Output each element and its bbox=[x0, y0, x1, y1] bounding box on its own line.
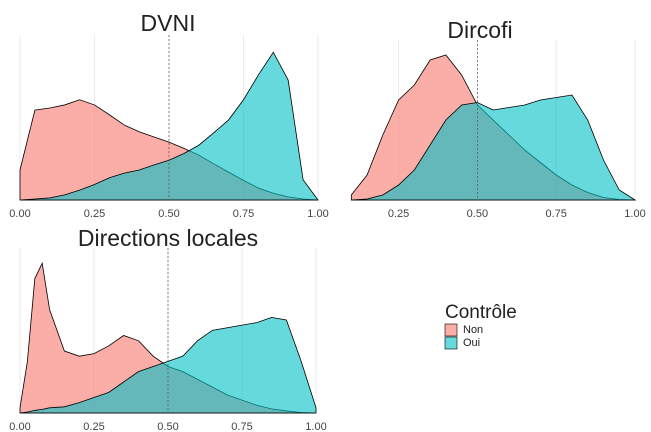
density-area bbox=[19, 51, 319, 201]
x-tick-label: 1.00 bbox=[305, 421, 326, 432]
legend-key bbox=[444, 336, 458, 350]
x-tick-label: 0.75 bbox=[233, 208, 254, 220]
facet-title: DVNI bbox=[141, 10, 196, 36]
facet-title: Dircofi bbox=[447, 17, 512, 43]
x-tick-label: 0.00 bbox=[9, 421, 30, 432]
x-tick-label: 0.75 bbox=[545, 208, 566, 220]
x-tick-label: 0.25 bbox=[83, 421, 104, 432]
x-tick-label: 1.00 bbox=[307, 208, 328, 220]
legend-title: Contrôle bbox=[445, 302, 517, 323]
legend-label: Non bbox=[463, 324, 483, 336]
x-tick-label: 0.50 bbox=[158, 208, 179, 220]
density-area bbox=[351, 94, 637, 201]
legend-key bbox=[444, 323, 458, 337]
x-tick-label: 1.00 bbox=[624, 208, 645, 220]
x-tick-label: 0.00 bbox=[9, 208, 30, 220]
x-tick-label: 0.50 bbox=[467, 208, 488, 220]
x-tick-label: 0.75 bbox=[231, 421, 252, 432]
x-tick-label: 0.25 bbox=[84, 208, 105, 220]
legend-label: Oui bbox=[463, 337, 480, 349]
x-tick-label: 0.25 bbox=[388, 208, 409, 220]
facet-title: Directions locales bbox=[78, 225, 258, 251]
x-tick-label: 0.50 bbox=[157, 421, 178, 432]
